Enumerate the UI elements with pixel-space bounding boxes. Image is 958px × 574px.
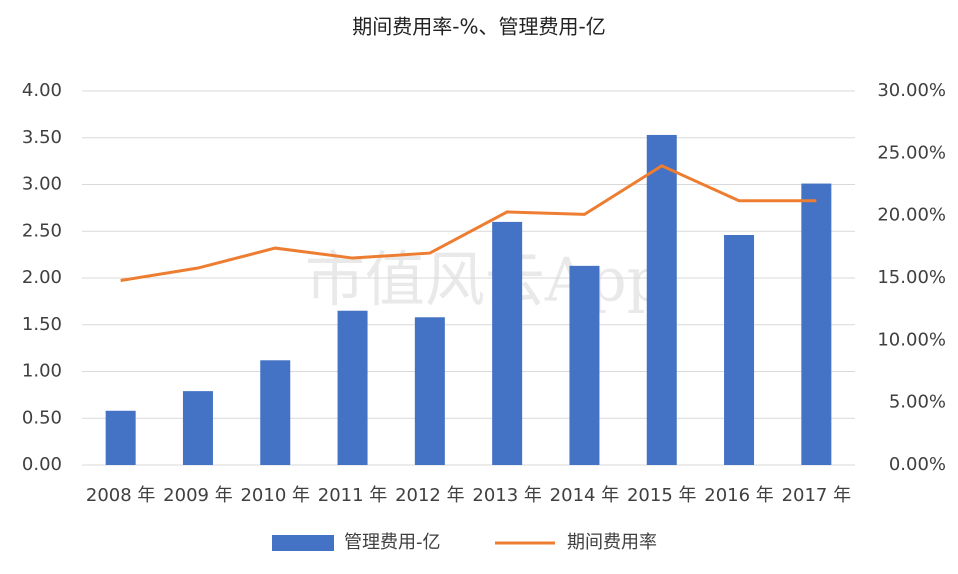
- y2-tick-label: 25.00%: [877, 142, 946, 163]
- bar: [724, 234, 755, 465]
- y-tick-label: 2.00: [22, 267, 62, 288]
- bar: [260, 360, 291, 465]
- bar: [569, 265, 600, 465]
- y-tick-label: 1.00: [22, 361, 62, 382]
- x-tick-label: 2014 年: [550, 485, 620, 506]
- legend-label: 管理费用-亿: [344, 532, 441, 553]
- y-tick-label: 0.00: [22, 454, 62, 475]
- x-tick-label: 2010 年: [240, 485, 310, 506]
- y2-tick-label: 10.00%: [877, 329, 946, 350]
- chart-title: 期间费用率-%、管理费用-亿: [352, 15, 605, 39]
- legend-swatch: [272, 535, 334, 551]
- y2-tick-label: 5.00%: [889, 392, 946, 413]
- bar: [801, 183, 832, 465]
- legend-label: 期间费用率: [567, 532, 657, 553]
- line: [120, 164, 817, 282]
- bar: [182, 391, 213, 465]
- bar: [646, 134, 677, 465]
- bar: [492, 221, 523, 465]
- x-tick-label: 2016 年: [704, 485, 774, 506]
- x-tick-label: 2011 年: [318, 485, 388, 506]
- y-tick-label: 3.00: [22, 174, 62, 195]
- bar: [414, 317, 445, 465]
- x-tick-label: 2008 年: [86, 485, 156, 506]
- y-tick-label: 1.50: [22, 314, 62, 335]
- x-tick-label: 2009 年: [163, 485, 233, 506]
- y-tick-label: 3.50: [22, 127, 62, 148]
- x-tick-label: 2012 年: [395, 485, 465, 506]
- y-tick-label: 0.50: [22, 407, 62, 428]
- y2-tick-label: 20.00%: [877, 205, 946, 226]
- x-tick-label: 2013 年: [472, 485, 542, 506]
- y-tick-label: 2.50: [22, 220, 62, 241]
- y2-tick-label: 0.00%: [889, 454, 946, 475]
- bar: [105, 410, 136, 465]
- bar: [337, 310, 368, 465]
- y2-tick-label: 15.00%: [877, 267, 946, 288]
- y2-tick-label: 30.00%: [877, 80, 946, 101]
- x-tick-label: 2017 年: [782, 485, 852, 506]
- x-tick-label: 2015 年: [627, 485, 697, 506]
- y-tick-label: 4.00: [22, 80, 62, 101]
- watermark: 市值风云App: [305, 246, 665, 316]
